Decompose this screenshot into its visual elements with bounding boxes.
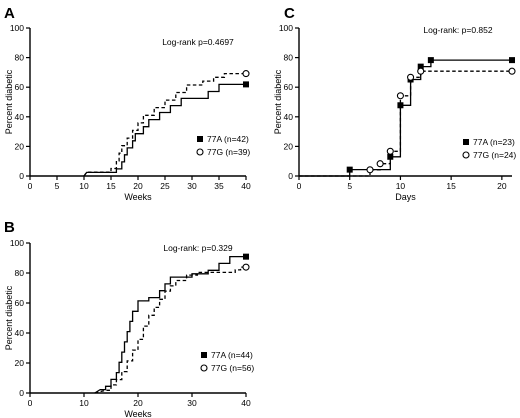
x-tick-label: 0: [297, 181, 302, 191]
legend-marker-square: [201, 352, 207, 358]
y-tick-label: 40: [15, 112, 25, 122]
data-point-marker: [346, 166, 353, 173]
log-rank-annotation: Log-rank: p=0.329: [163, 243, 233, 253]
data-point-marker: [242, 70, 250, 78]
y-tick-label: 40: [15, 328, 25, 338]
x-tick-label: 0: [28, 181, 33, 191]
data-point-marker: [366, 166, 374, 174]
panel-letter: A: [4, 5, 15, 22]
legend-label: 77A (n=44): [211, 350, 253, 360]
x-tick-label: 5: [55, 181, 60, 191]
data-point-marker: [509, 57, 515, 64]
y-tick-label: 40: [284, 112, 294, 122]
legend-label: 77G (n=39): [207, 147, 250, 157]
x-tick-label: 0: [28, 398, 33, 408]
panel-letter: C: [284, 5, 295, 22]
series-line-1: [94, 266, 246, 394]
y-tick-label: 80: [15, 268, 25, 278]
y-tick-label: 80: [15, 53, 25, 63]
data-point-marker: [508, 67, 516, 75]
data-point-marker: [243, 253, 249, 260]
x-axis-label: Weeks: [124, 409, 152, 418]
y-tick-label: 60: [15, 82, 25, 92]
x-tick-label: 30: [187, 181, 197, 191]
y-tick-label: 20: [15, 358, 25, 368]
x-axis-label: Days: [395, 192, 416, 202]
log-rank-annotation: Log-rank p=0.4697: [162, 37, 234, 47]
data-point-marker: [417, 67, 425, 75]
y-tick-label: 0: [288, 171, 293, 181]
x-axis-label: Weeks: [124, 192, 152, 202]
series-line-0: [94, 255, 246, 394]
y-tick-label: 100: [10, 23, 24, 33]
legend-label: 77A (n=23): [473, 137, 515, 147]
legend-marker-square: [463, 139, 469, 145]
legend-label: 77G (n=24): [473, 150, 516, 160]
x-tick-label: 20: [497, 181, 507, 191]
x-tick-label: 20: [133, 181, 143, 191]
y-tick-label: 100: [10, 238, 24, 248]
data-point-marker: [376, 160, 384, 168]
y-tick-label: 60: [284, 82, 294, 92]
y-tick-label: 80: [284, 53, 294, 63]
chart-panel-c: C 0 20 40 60 80 100 0 5 10 15 20 Days Percent diabeti…: [273, 5, 516, 202]
legend-marker-circle: [196, 148, 204, 156]
series-line-0: [83, 83, 246, 177]
x-tick-label: 35: [214, 181, 224, 191]
x-tick-label: 15: [446, 181, 456, 191]
x-tick-label: 15: [106, 181, 116, 191]
y-tick-label: 20: [15, 141, 25, 151]
x-tick-label: 30: [187, 398, 197, 408]
y-tick-label: 20: [284, 141, 294, 151]
y-tick-label: 100: [279, 23, 293, 33]
x-tick-label: 10: [79, 181, 89, 191]
legend-marker-circle: [462, 151, 470, 159]
x-tick-label: 10: [79, 398, 89, 408]
data-point-marker: [243, 81, 249, 88]
y-axis-label: Percent diabetic: [273, 69, 283, 134]
legend-marker-circle: [200, 364, 208, 372]
data-point-marker: [386, 147, 394, 155]
data-point-marker: [396, 92, 404, 100]
legend-label: 77A (n=42): [207, 134, 249, 144]
y-tick-label: 0: [19, 388, 24, 398]
legend-marker-square: [197, 136, 203, 142]
data-point-marker: [417, 63, 424, 70]
legend-label: 77G (n=56): [211, 363, 254, 373]
y-axis-label: Percent diabetic: [4, 285, 14, 350]
data-point-marker: [397, 102, 404, 109]
chart-panel-b: B 0 20 40 60 80 100 0 10 20 30 40 Weeks Percent diabe…: [4, 219, 254, 418]
series-line-1: [83, 72, 246, 177]
data-point-marker: [407, 73, 415, 81]
y-tick-label: 0: [19, 171, 24, 181]
x-tick-label: 40: [241, 398, 251, 408]
y-axis-label: Percent diabetic: [4, 69, 14, 134]
data-point-marker: [427, 57, 434, 64]
chart-panel-a: A 0 20 40 60 80 100 0 5 10 15 20 25 30 35 40 Weeks Percen…: [4, 5, 251, 202]
x-tick-label: 40: [241, 181, 251, 191]
y-tick-label: 60: [15, 298, 25, 308]
x-tick-label: 25: [160, 181, 170, 191]
x-tick-label: 5: [347, 181, 352, 191]
data-point-marker: [242, 263, 250, 271]
panel-letter: B: [4, 219, 15, 236]
x-tick-label: 20: [133, 398, 143, 408]
log-rank-annotation: Log-rank: p=0.852: [423, 25, 493, 35]
series-line-1: [299, 70, 512, 177]
series-line-0: [299, 59, 512, 177]
x-tick-label: 10: [396, 181, 406, 191]
